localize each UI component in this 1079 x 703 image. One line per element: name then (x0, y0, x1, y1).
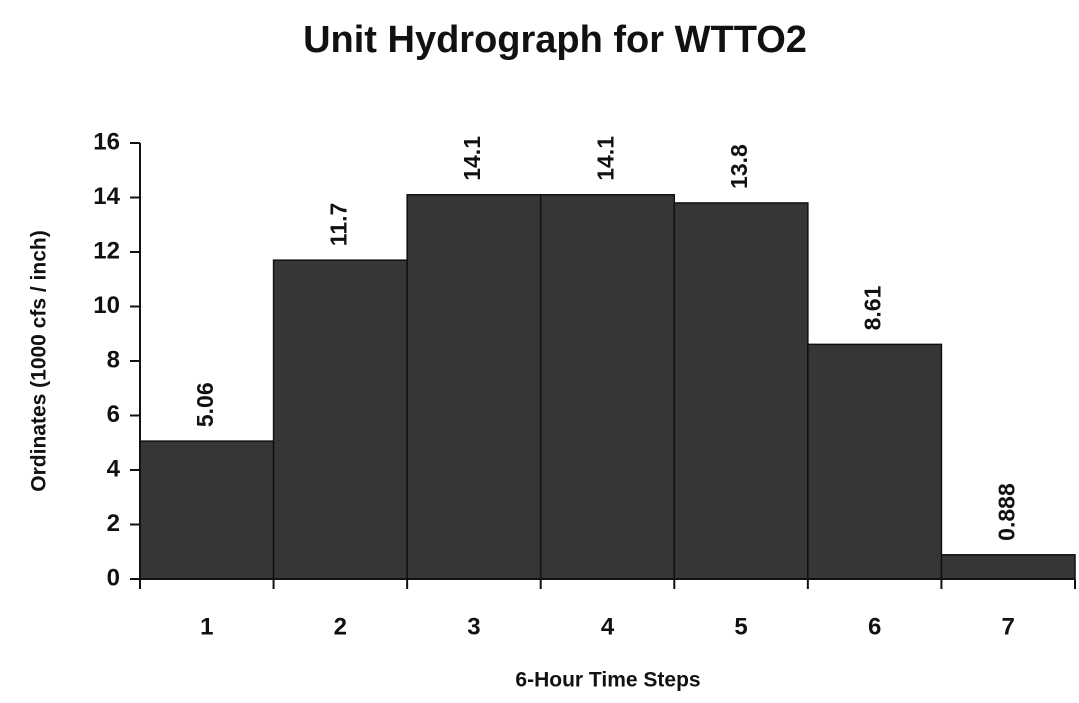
value-label: 14.1 (459, 136, 485, 181)
x-tick-label: 1 (200, 613, 213, 640)
value-label: 14.1 (593, 136, 619, 181)
x-tick-label: 5 (734, 613, 747, 640)
y-tick-label: 0 (107, 564, 120, 591)
value-label: 8.61 (860, 285, 886, 330)
x-tick-label: 6 (868, 613, 881, 640)
y-tick-label: 2 (107, 510, 120, 537)
bar (539, 194, 676, 580)
x-tick-label: 4 (601, 613, 615, 640)
x-axis-label: 6-Hour Time Steps (515, 669, 700, 692)
bar (139, 440, 275, 580)
y-tick-label: 16 (93, 128, 120, 155)
y-tick-label: 10 (93, 292, 120, 319)
bar (940, 554, 1076, 580)
y-tick-label: 8 (107, 346, 120, 373)
x-tick-label: 3 (467, 613, 480, 640)
x-tick-label: 2 (334, 613, 347, 640)
bar (673, 202, 809, 580)
chart-title: Unit Hydrograph for WTTO2 (303, 19, 807, 61)
y-axis-label: Ordinates (1000 cfs / inch) (28, 230, 51, 491)
bar (272, 259, 408, 580)
y-tick-label: 6 (107, 401, 120, 428)
bar (406, 194, 542, 580)
value-label: 5.06 (192, 382, 218, 427)
y-tick-label: 14 (93, 183, 120, 210)
value-label: 0.888 (993, 483, 1019, 541)
value-label: 13.8 (726, 144, 752, 189)
x-tick-label: 7 (1002, 613, 1015, 640)
bar (807, 343, 943, 580)
y-tick-label: 12 (93, 237, 120, 264)
y-tick-label: 4 (107, 455, 121, 482)
value-label: 11.7 (325, 203, 351, 247)
